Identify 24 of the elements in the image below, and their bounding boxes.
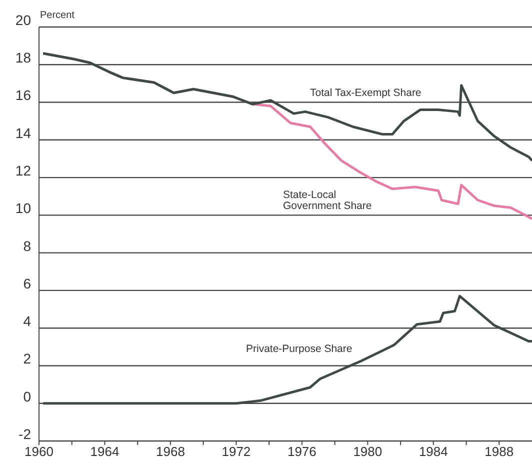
y-tick-label: 10	[15, 200, 32, 216]
y-tick-label: 8	[23, 238, 32, 254]
y-axis-title: Percent	[40, 10, 74, 21]
series-label: State-Local Government Share	[283, 189, 373, 212]
x-tick-label: 1968	[156, 444, 185, 460]
y-tick-label: 12	[15, 162, 32, 179]
x-tick-label: 1964	[90, 444, 120, 460]
y-tick-label: 16	[15, 87, 32, 104]
series-label: Private-Purpose Share	[246, 343, 354, 355]
y-tick-label: 4	[23, 313, 32, 330]
y-tick-label: 14	[15, 124, 32, 141]
y-tick-label: 20	[15, 12, 32, 28]
y-tick-label: 2	[23, 350, 32, 367]
y-tick-label: 0	[23, 388, 32, 404]
x-tick-label: 1980	[353, 444, 382, 460]
x-tick-label: 1972	[222, 444, 251, 460]
series-label: Total Tax-Exempt Share	[310, 87, 422, 99]
x-tick-label: 1988	[484, 444, 514, 460]
y-tick-label: -2	[18, 426, 32, 442]
x-tick-label: 1976	[287, 444, 316, 460]
x-tick-label: 1960	[24, 444, 54, 460]
x-tick-label: 1984	[418, 444, 448, 460]
y-tick-label: 6	[23, 275, 32, 292]
y-tick-label: 18	[15, 50, 32, 66]
